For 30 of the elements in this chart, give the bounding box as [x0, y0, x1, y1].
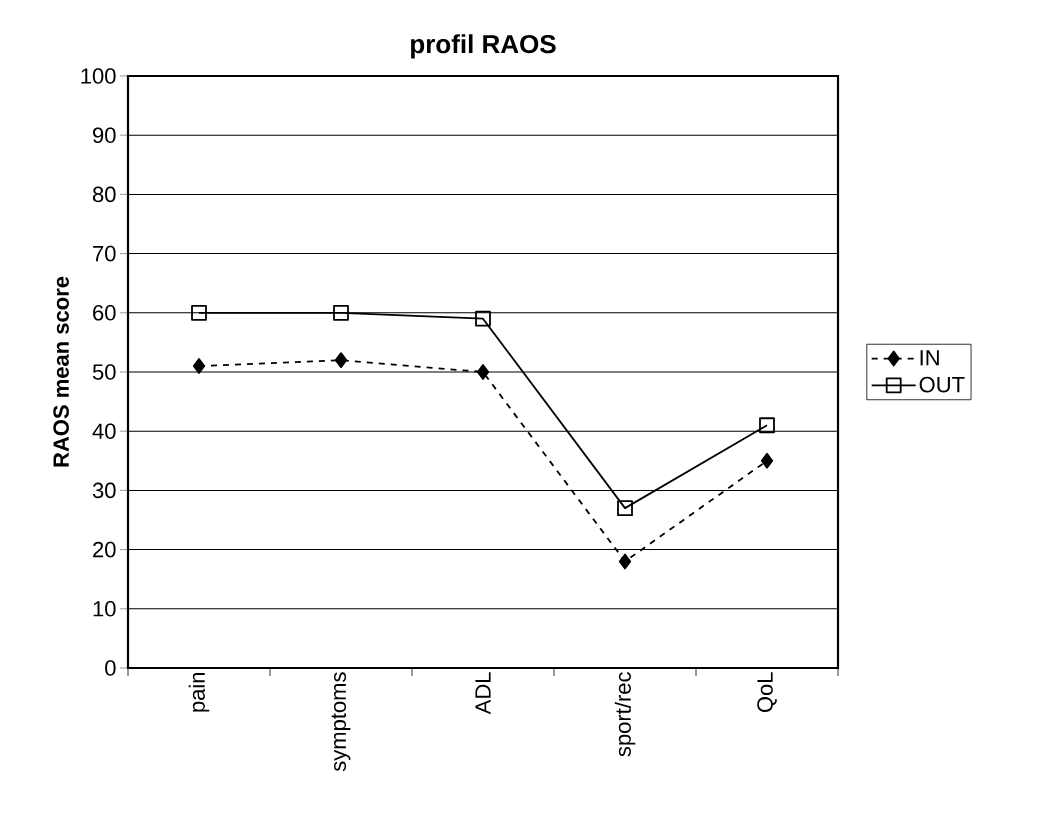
y-tick-label: 50	[92, 364, 116, 380]
y-tick-label: 90	[93, 127, 116, 143]
point	[334, 352, 348, 369]
chart-title: profil RAOS	[411, 34, 556, 59]
point	[759, 417, 775, 434]
y-tick-label: 60	[93, 304, 116, 321]
point	[191, 304, 207, 321]
x-tick-label: sport/rec	[614, 672, 636, 757]
x-tick-label: ADL	[475, 672, 491, 715]
y-tick-label: 80	[92, 186, 116, 203]
legend-label: IN	[920, 350, 939, 366]
point	[617, 500, 633, 517]
y-tick-label: 100	[81, 68, 116, 84]
y-tick-label: 70	[93, 245, 116, 262]
point	[192, 358, 206, 374]
y-tick-label: 30	[92, 482, 116, 499]
y-axis-title: RAOS mean score	[53, 276, 69, 467]
point	[333, 304, 349, 321]
x-tick-label: symptoms	[331, 672, 351, 772]
x-tick-label: pain	[188, 672, 210, 712]
legend-label: OUT	[919, 376, 965, 393]
y-tick-label: 0	[105, 660, 116, 676]
y-tick-label: 40	[92, 423, 116, 439]
y-tick-label: 20	[93, 541, 116, 558]
point	[475, 310, 491, 327]
y-tick-label: 10	[93, 600, 116, 617]
point	[618, 553, 632, 570]
point	[760, 452, 774, 469]
x-tick-label: QoL	[757, 672, 777, 713]
point	[476, 364, 490, 380]
